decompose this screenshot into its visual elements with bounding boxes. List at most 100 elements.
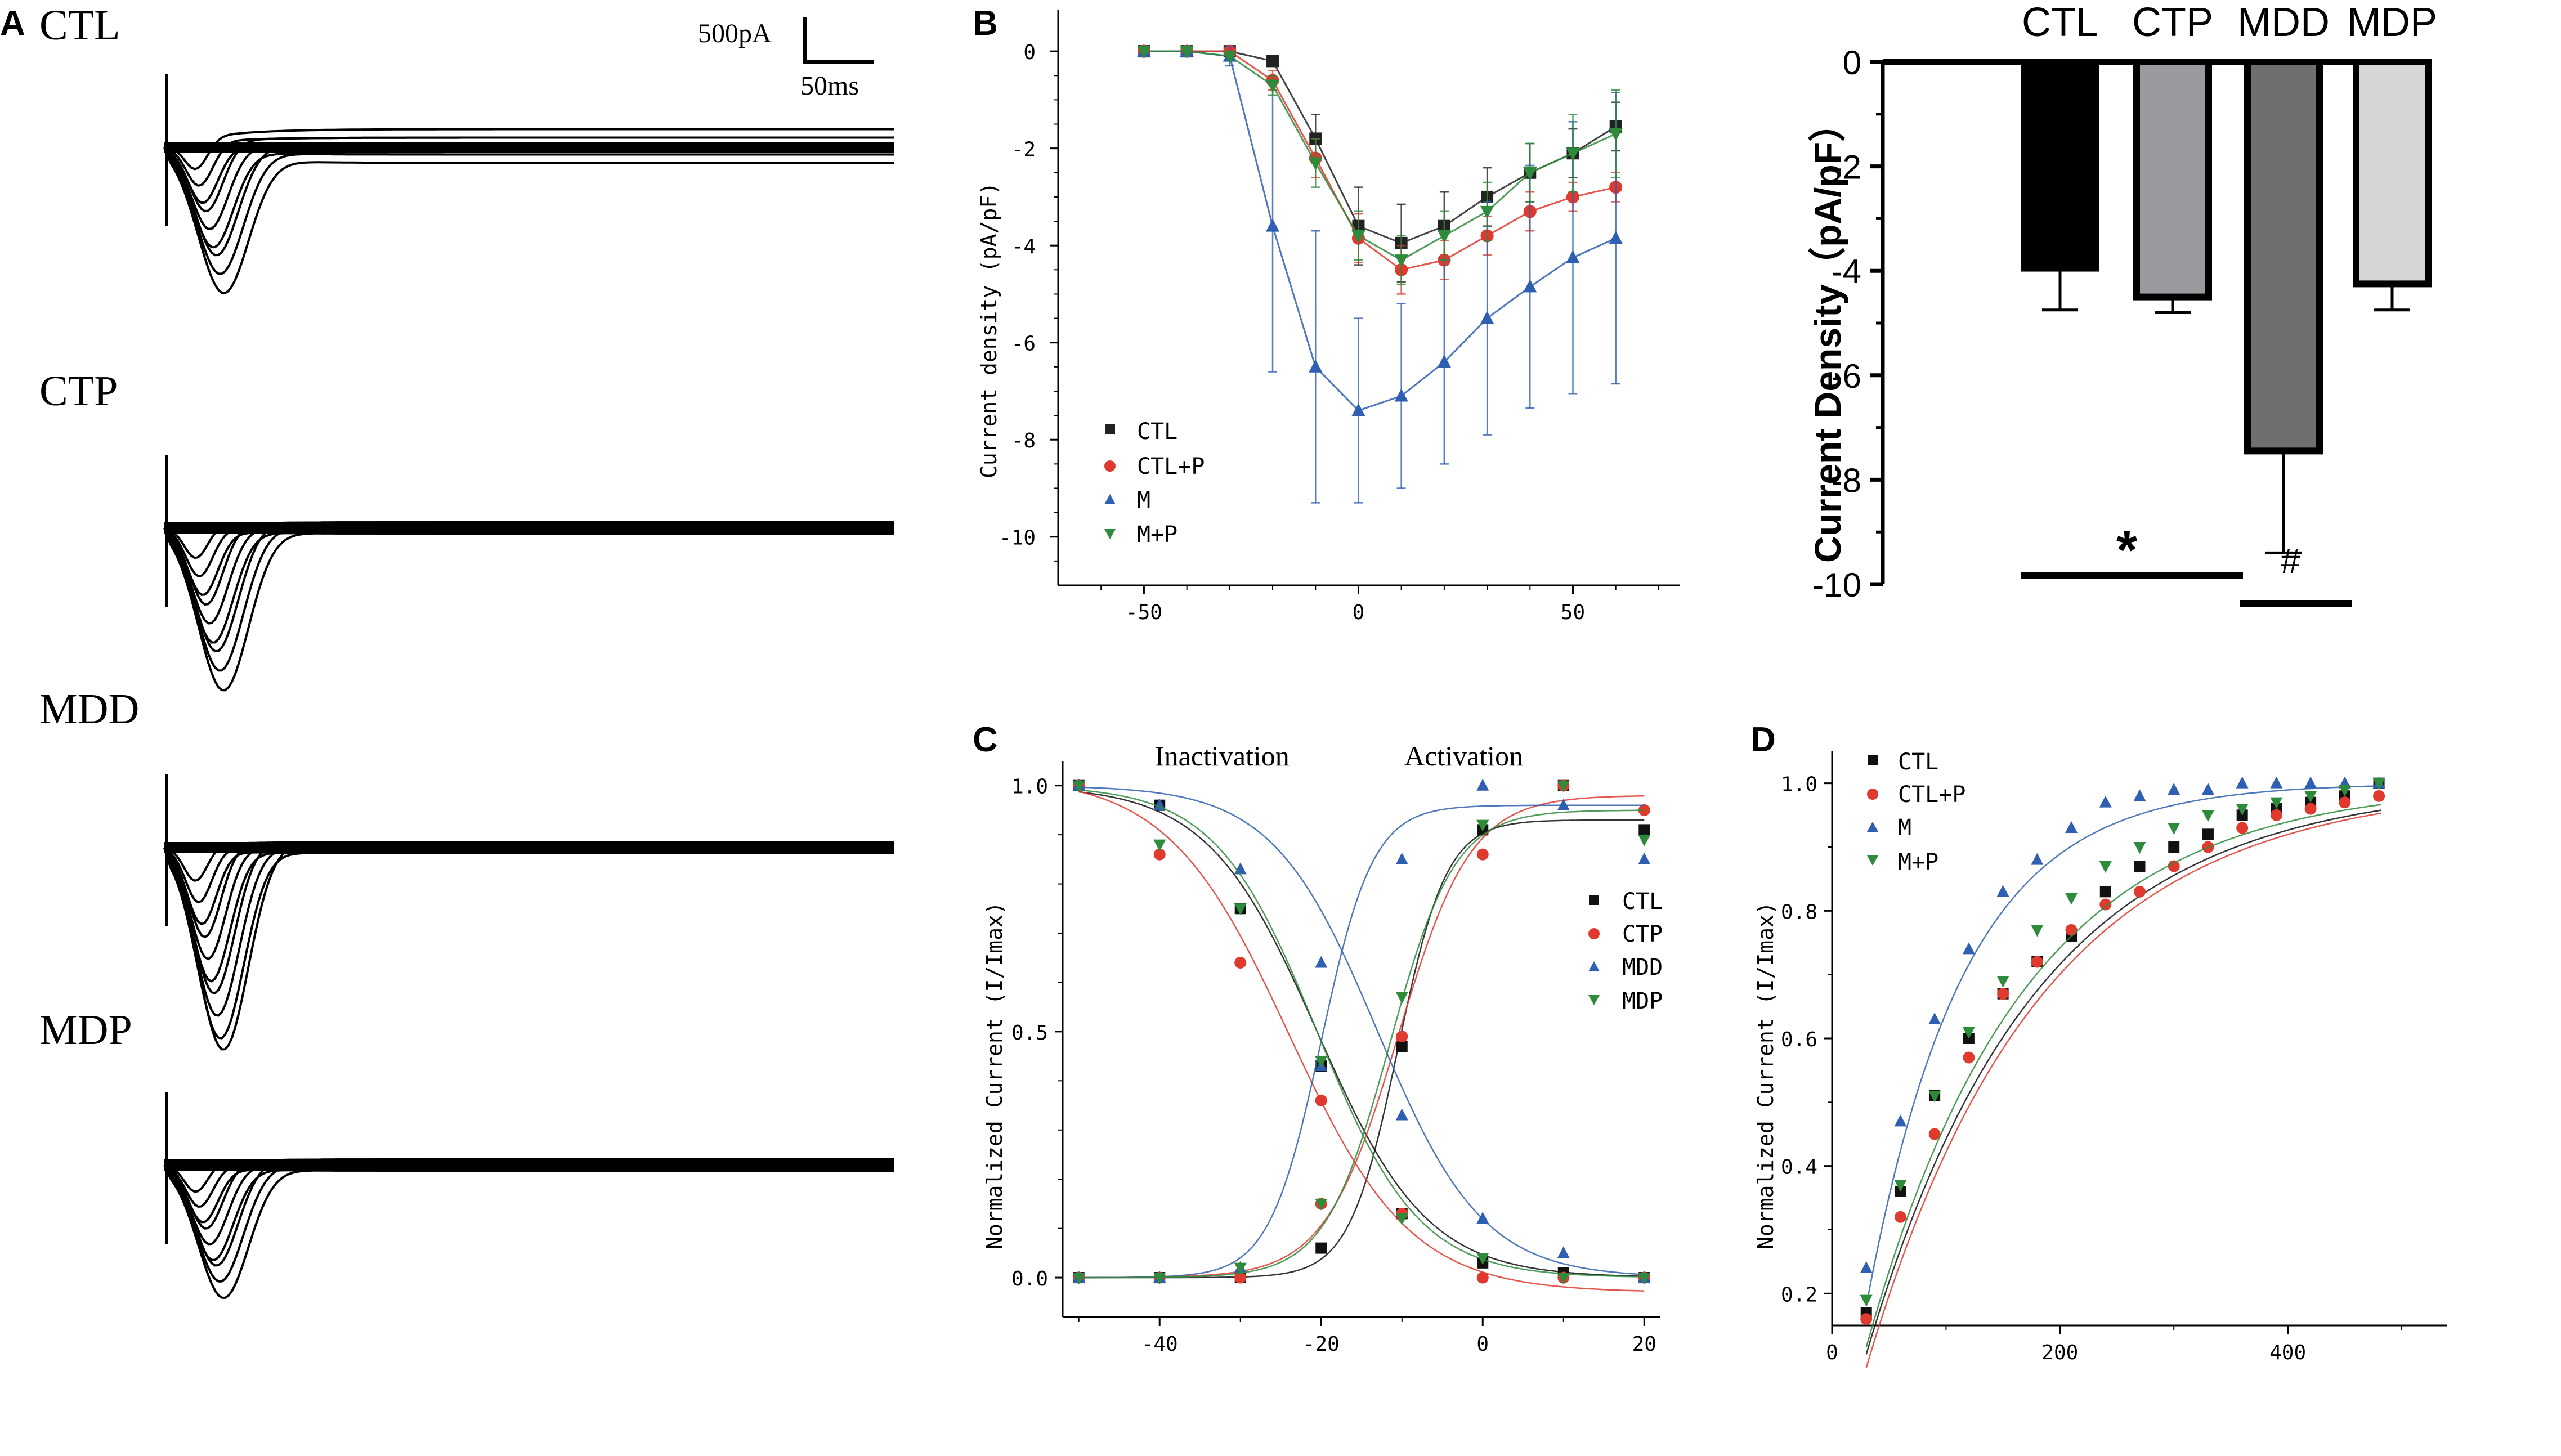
y-tick-label: -6 (1832, 357, 1861, 395)
current-trace (163, 147, 894, 294)
activation-point (1315, 1198, 1328, 1211)
data-point (2099, 795, 2112, 808)
current-trace (163, 841, 894, 939)
trace-group-ctl (163, 74, 894, 294)
scale-bar: 500pA 50ms (698, 17, 874, 101)
panel-b-series (1137, 43, 1623, 504)
y-tick-label: -8 (1832, 462, 1861, 499)
y-tick-label: 0.0 (1011, 1267, 1048, 1291)
bar (2244, 59, 2323, 455)
data-point (1963, 1051, 1975, 1064)
legend-marker-m (1104, 494, 1116, 504)
activation-point (1638, 852, 1651, 864)
legend-label-ctlp: CTL+P (1137, 454, 1205, 480)
bar-ctp: CTP (2132, 0, 2213, 314)
trace-group-mdp (163, 1092, 894, 1300)
data-point (2236, 822, 2249, 834)
y-tick-label: -2 (1011, 138, 1036, 162)
series-m (1137, 43, 1623, 504)
panel-d-legend: CTL CTL+P M M+P (1867, 749, 1965, 875)
x-tick-label: 50 (1561, 601, 1585, 624)
data-point (2134, 861, 2146, 872)
activation-point (1638, 804, 1650, 816)
inactivation-point (1234, 903, 1247, 916)
y-tick-label: 0.4 (1781, 1156, 1817, 1179)
series-mpp (1137, 46, 1623, 285)
inactivation-fit (1078, 791, 1645, 1278)
data-point (1962, 1027, 1975, 1039)
data-point (1266, 55, 1279, 68)
data-point (2168, 841, 2180, 853)
data-point (1860, 1294, 1873, 1307)
scale-bar-current-label: 500pA (698, 19, 772, 48)
current-trace (163, 145, 894, 230)
current-trace (163, 1158, 894, 1267)
data-point (1860, 1313, 1873, 1325)
inactivation-point (1153, 798, 1166, 810)
y-tick-label: -8 (1011, 429, 1036, 453)
bar-category-label: MDP (2347, 0, 2437, 45)
series-line (1144, 50, 1617, 412)
data-point (1523, 279, 1537, 293)
current-trace (163, 527, 894, 644)
panel-label-a: A (0, 4, 25, 43)
y-tick-label: -6 (1011, 333, 1036, 356)
activation-point (1557, 780, 1570, 792)
data-point (2304, 776, 2317, 789)
legend-label-ctl-d: CTL (1898, 749, 1938, 775)
panel-label-b: B (973, 4, 998, 43)
legend-marker-ctlp-d (1867, 789, 1878, 800)
data-point (1996, 976, 2009, 988)
current-trace (163, 136, 894, 213)
y-tick-label: -10 (999, 527, 1036, 550)
data-point (1962, 942, 1975, 955)
bar (2133, 59, 2212, 301)
panel-b-axes: 0 -2 -4 -6 -8 -10 -50 0 50 (999, 10, 1680, 624)
inactivation-point (1395, 1108, 1408, 1121)
data-point (2168, 783, 2181, 795)
y-tick-label: 0.2 (1781, 1283, 1817, 1306)
data-point (2338, 785, 2351, 796)
trace-label-mdd: MDD (39, 686, 139, 733)
recovery-fit (1865, 804, 2381, 1348)
trace-group-mdd (163, 774, 894, 1051)
data-point (1265, 79, 1280, 93)
series-mpp (1860, 778, 2385, 1348)
bar (2021, 59, 2099, 272)
data-point (2339, 796, 2351, 809)
baseline-band (164, 142, 894, 153)
inactivation-fit (1078, 790, 1645, 1292)
inactivation-point (1153, 839, 1166, 852)
activation-point (1476, 848, 1489, 861)
inactivation-point (1557, 1246, 1570, 1258)
panel-label-c: C (973, 720, 998, 759)
data-point (2133, 789, 2146, 801)
activation-fit (1078, 809, 1645, 1279)
data-point (1351, 403, 1365, 416)
bar-chart-axes: 0 -2 -4 -6 -8 -10 (1812, 44, 2408, 604)
data-point (1265, 218, 1280, 232)
current-trace-groups (163, 74, 894, 1300)
legend-marker-mdp-c (1588, 995, 1600, 1005)
data-point (1437, 355, 1451, 368)
current-trace (163, 846, 894, 961)
panel-c-activation-inactivation: 0.0 0.5 1.0 -40 -20 0 20 Normalized Current (I… (982, 740, 1663, 1356)
panel-b-legend: CTL CTL+P M M+P (1104, 419, 1205, 548)
current-trace (163, 1164, 894, 1246)
inactivation-point (1557, 1273, 1570, 1285)
legend-label-ctp-c: CTP (1622, 921, 1663, 947)
data-point (2134, 885, 2146, 898)
data-point (2236, 776, 2249, 789)
y-tick-label: 0 (1023, 41, 1036, 64)
data-point (1309, 157, 1323, 171)
x-tick-label: 0 (1353, 601, 1365, 624)
data-point (2099, 898, 2112, 911)
legend-marker-m-d (1867, 822, 1878, 832)
series-ctlpp (1860, 790, 2385, 1368)
data-point (1894, 1180, 1907, 1192)
data-point (2168, 823, 2181, 835)
inactivation-point (1315, 1094, 1327, 1106)
activation-fit (1078, 795, 1645, 1279)
data-point (2270, 809, 2282, 821)
y-tick-label: -4 (1832, 253, 1861, 290)
